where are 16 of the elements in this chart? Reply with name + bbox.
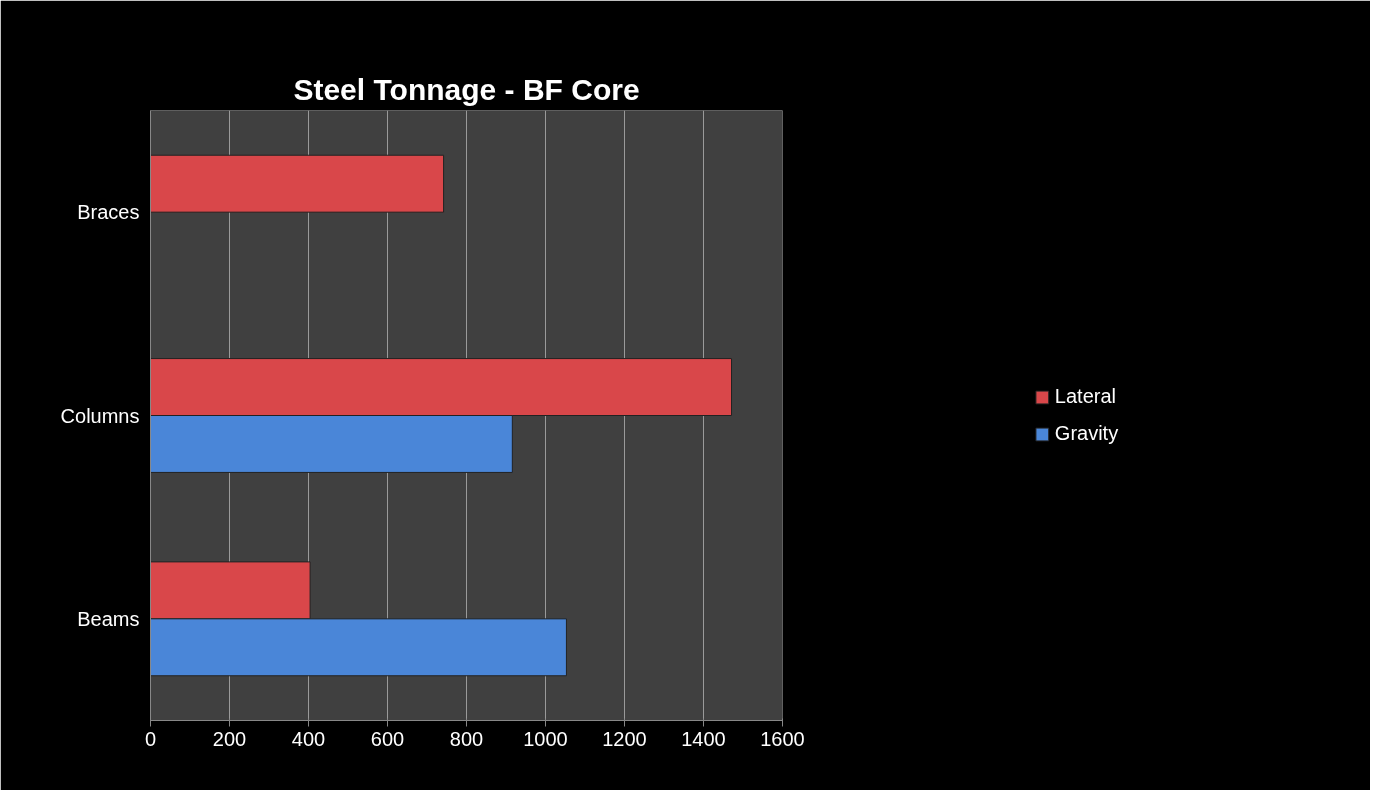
chart-title: Steel Tonnage - BF Core (293, 72, 640, 106)
x-tick-label: 1200 (602, 727, 647, 750)
x-tick-label: 1000 (523, 727, 568, 750)
x-tick-label: 1400 (681, 727, 726, 750)
y-tick-label: Columns (60, 404, 140, 427)
x-tick-label: 800 (449, 727, 484, 750)
x-tick-label: 600 (370, 727, 405, 750)
x-tick-label: 400 (291, 727, 326, 750)
x-tick-label: 200 (212, 727, 247, 750)
y-tick-label: Beams (77, 607, 140, 630)
legend-label: Gravity (1054, 422, 1119, 445)
y-tick-label: Braces (77, 201, 140, 224)
bar (150, 154, 445, 213)
legend-label: Lateral (1054, 385, 1116, 408)
x-tick-label: 1600 (760, 727, 805, 750)
x-tick-label: 0 (144, 727, 157, 750)
